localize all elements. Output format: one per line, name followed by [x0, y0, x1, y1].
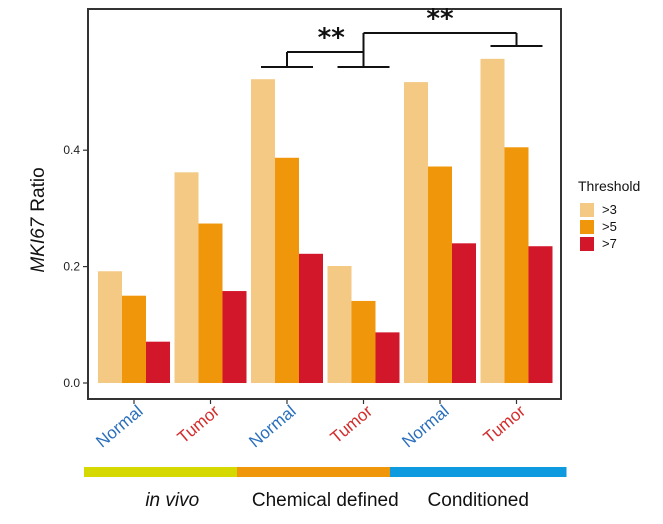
y-tick-label: 0.4	[63, 143, 80, 157]
bar	[375, 332, 400, 383]
y-tick-label: 0.0	[63, 376, 80, 390]
legend-swatch	[580, 237, 594, 251]
group-label: Conditioned	[428, 490, 529, 511]
bar	[351, 300, 376, 383]
significance-label: **	[318, 23, 346, 53]
bar	[299, 253, 323, 383]
x-tick-label: Tumor	[327, 401, 377, 447]
x-tick-label: Normal	[398, 402, 452, 452]
group-label: Chemical defined	[252, 490, 399, 511]
legend-entry-label: >5	[602, 219, 617, 234]
y-axis-label: MKI67 Ratio	[28, 167, 49, 272]
legend-swatch	[580, 203, 594, 217]
plot-border	[87, 8, 562, 400]
bar	[198, 223, 223, 383]
bar	[174, 172, 199, 383]
x-tick-label: Tumor	[480, 401, 530, 447]
significance-label: **	[426, 4, 454, 34]
legend-entry-label: >3	[602, 202, 617, 217]
bar	[404, 82, 428, 383]
plot-area: 0.0 0.2 0.4 Normal Tumor Normal Tumor Normal Tum…	[63, 4, 567, 511]
bar	[122, 295, 146, 383]
legend-title: Threshold	[578, 178, 640, 194]
bar	[98, 271, 122, 383]
group-bar	[84, 467, 261, 477]
group-label: in vivo	[145, 490, 199, 511]
bar	[222, 291, 247, 383]
legend-entry-label: >7	[602, 236, 617, 251]
bar	[275, 157, 299, 383]
y-tick-label: 0.2	[63, 260, 80, 274]
bar	[251, 79, 275, 384]
y-axis-label-ratio: Ratio	[28, 167, 49, 211]
x-tick-label: Tumor	[174, 401, 224, 447]
y-axis-label-gene: MKI67	[28, 216, 49, 272]
group-bar	[237, 467, 414, 477]
bar	[528, 246, 553, 383]
legend: Threshold >3 >5 >7	[578, 178, 640, 251]
bar	[452, 243, 476, 383]
bar	[428, 166, 452, 383]
bar	[480, 58, 505, 384]
bar	[504, 147, 529, 383]
group-bar	[390, 467, 567, 477]
bar	[146, 341, 170, 383]
x-tick-label: Normal	[92, 402, 146, 452]
bar	[327, 266, 352, 383]
x-tick-label: Normal	[245, 402, 299, 452]
legend-swatch	[580, 220, 594, 234]
